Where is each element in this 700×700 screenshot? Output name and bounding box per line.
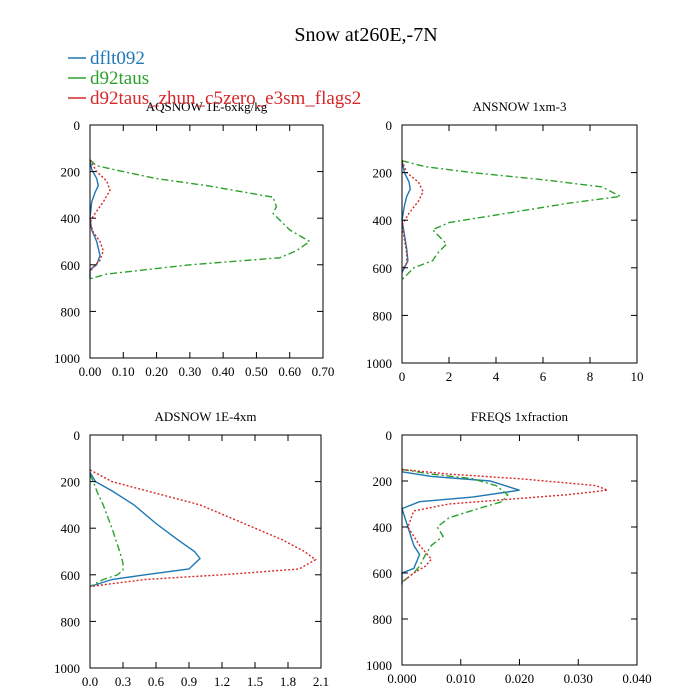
panel-2-xtick-label: 10 bbox=[631, 369, 644, 384]
panel-4-ytick-label: 200 bbox=[373, 474, 393, 489]
panel-2-xtick-label: 6 bbox=[540, 369, 547, 384]
panel-1-xtick-label: 0.50 bbox=[245, 364, 268, 379]
panel-1-xtick-label: 0.30 bbox=[178, 364, 201, 379]
panel-2-ytick-label: 200 bbox=[373, 166, 393, 181]
panel-2-series-d92taus bbox=[401, 160, 623, 281]
panel-4-ytick-label: 800 bbox=[373, 612, 393, 627]
panel-3-xtick-label: 0.6 bbox=[148, 674, 165, 689]
panel-1-xtick-label: 0.60 bbox=[278, 364, 301, 379]
panel-3-ytick-label: 200 bbox=[61, 475, 81, 490]
panel-2: ANSNOW 1xm-3 0 2 4 6 8 10 0 200 400 600 800 1000 bbox=[366, 99, 644, 384]
panel-4-series-dflt092 bbox=[401, 471, 520, 585]
panel-1-ytick-label: 200 bbox=[61, 165, 81, 180]
panel-4-xtick-label: 0.030 bbox=[564, 671, 593, 686]
panel-4-ytick-label: 400 bbox=[373, 520, 393, 535]
panel-3-xtick-label: 0.0 bbox=[82, 674, 98, 689]
legend-entry-d92taus-zhun: d92taus_zhun_c5zero_e3sm_flags2 bbox=[68, 88, 361, 109]
panel-1: AQSNOW 1E-6xkg/kg 0.00 0.10 0.20 0.30 0.40 0.5… bbox=[54, 99, 334, 379]
panel-3-ytick-label: 800 bbox=[61, 614, 81, 629]
panel-3-ytick-label: 1000 bbox=[54, 661, 80, 676]
panel-3-xtick-label: 1.2 bbox=[214, 674, 230, 689]
legend-label-d92taus: d92taus bbox=[90, 68, 149, 89]
panel-2-series-d92taus-zhun-c5zero-e3sm-flags2 bbox=[401, 160, 424, 271]
panel-4-ytick-label: 0 bbox=[386, 428, 393, 443]
panel-3-ytick-label: 400 bbox=[61, 521, 81, 536]
legend-entry-d92taus: d92taus bbox=[68, 68, 149, 89]
legend-label-dflt092: dflt092 bbox=[90, 48, 145, 69]
panels: AQSNOW 1E-6xkg/kg0.00 0.10 0.20 0.30 0.40 0.5… bbox=[54, 99, 652, 689]
panel-1-frame bbox=[89, 124, 324, 359]
panel-3-xtick-label: 1.8 bbox=[280, 674, 296, 689]
panel-4-xtick-label: 0.000 bbox=[387, 671, 416, 686]
panel-2-xtick-label: 2 bbox=[446, 369, 453, 384]
panel-1-xtick-label: 0.70 bbox=[312, 364, 335, 379]
panel-1-ytick-label: 800 bbox=[61, 304, 81, 319]
panel-3-title: ADSNOW 1E-4xm bbox=[155, 409, 257, 424]
panel-2-title: ANSNOW 1xm-3 bbox=[472, 99, 566, 114]
panel-1-xtick-label: 0.40 bbox=[212, 364, 235, 379]
panel-1-xtick-label: 0.00 bbox=[79, 364, 102, 379]
panel-3-xtick-label: 0.9 bbox=[181, 674, 197, 689]
panel-4: FREQS 1xfraction 0.000 0.010 0.020 0.030 0.04… bbox=[366, 409, 652, 686]
panel-2-ytick-label: 0 bbox=[386, 118, 393, 133]
legend-entry-dflt092: dflt092 bbox=[68, 48, 145, 69]
panel-4-frame bbox=[401, 434, 638, 666]
panel-4-ytick-label: 1000 bbox=[366, 658, 392, 673]
panel-1-xtick-label: 0.10 bbox=[112, 364, 135, 379]
panel-1-series-dflt092 bbox=[89, 159, 101, 279]
panel-2-series-dflt092 bbox=[401, 160, 411, 273]
panel-2-xtick-label: 0 bbox=[399, 369, 406, 384]
panel-1-xtick-label: 0.20 bbox=[145, 364, 168, 379]
panel-3-series-d92taus bbox=[89, 474, 124, 588]
panel-4-title: FREQS 1xfraction bbox=[471, 409, 569, 424]
panel-3-series-d92taus-zhun-c5zero-e3sm-flags2 bbox=[89, 469, 317, 588]
panel-3: ADSNOW 1E-4xm 0.0 0.3 0.6 0.9 1.2 1.5 1.8 2.1 0 20… bbox=[54, 409, 329, 689]
panel-4-series-d92taus bbox=[401, 468, 509, 583]
panel-3-series-dflt092 bbox=[89, 471, 201, 588]
panel-1-ytick-label: 600 bbox=[61, 258, 81, 273]
panel-2-ytick-label: 400 bbox=[373, 213, 393, 228]
panel-1-series-d92taus bbox=[89, 159, 312, 280]
panel-1-title: AQSNOW 1E-6xkg/kg bbox=[146, 99, 268, 114]
panel-2-frame bbox=[401, 124, 638, 364]
panel-4-ytick-label: 600 bbox=[373, 566, 393, 581]
panel-3-ytick-label: 600 bbox=[61, 568, 81, 583]
panel-4-xtick-label: 0.040 bbox=[622, 671, 651, 686]
panel-4-xtick-label: 0.010 bbox=[446, 671, 475, 686]
panel-1-ytick-label: 0 bbox=[74, 118, 81, 133]
panel-3-xtick-label: 1.5 bbox=[247, 674, 263, 689]
legend: dflt092 d92taus d92taus_zhun_c5zero_e3sm… bbox=[68, 48, 361, 109]
figure-title: Snow at260E,-7N bbox=[294, 24, 437, 46]
panel-3-xtick-label: 2.1 bbox=[313, 674, 329, 689]
panel-2-xtick-label: 4 bbox=[493, 369, 500, 384]
panel-1-series-d92taus-zhun-c5zero-e3sm-flags2 bbox=[89, 159, 111, 273]
panel-3-xtick-label: 0.3 bbox=[115, 674, 131, 689]
panel-2-ytick-label: 1000 bbox=[366, 356, 392, 371]
panel-2-xtick-label: 8 bbox=[587, 369, 594, 384]
panel-4-series-d92taus-zhun-c5zero-e3sm-flags2 bbox=[401, 468, 608, 583]
panel-3-ytick-label: 0 bbox=[74, 428, 81, 443]
panel-3-frame bbox=[89, 434, 322, 669]
panel-2-ytick-label: 600 bbox=[373, 261, 393, 276]
panel-1-ytick-label: 1000 bbox=[54, 351, 80, 366]
panel-1-ytick-label: 400 bbox=[61, 211, 81, 226]
panel-2-ytick-label: 800 bbox=[373, 308, 393, 323]
legend-label-d92taus-zhun: d92taus_zhun_c5zero_e3sm_flags2 bbox=[90, 88, 361, 109]
panel-4-xtick-label: 0.020 bbox=[505, 671, 534, 686]
